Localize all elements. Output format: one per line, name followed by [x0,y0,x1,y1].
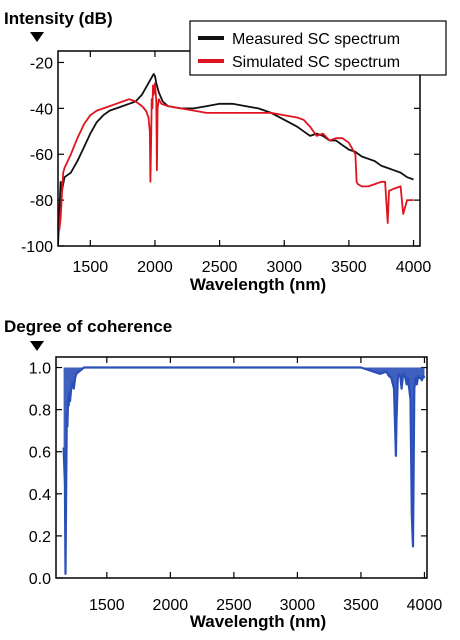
coherence-plot-frame [55,356,428,579]
coherence-chart-ticks: 0.0 0.2 0.4 0.6 0.8 1.0 1500 2000 2500 3000 3500 40… [29,357,443,614]
legend: Measured SC spectrum Simulated SC spectr… [189,20,447,76]
y-tick-label: -80 [30,193,53,210]
y-tick-label: -60 [30,147,53,164]
legend-label-simulated: Simulated SC spectrum [232,54,400,71]
y-tick-label: 0.2 [29,529,51,546]
coherence-plot-area [62,366,426,575]
y-tick-label: 0.0 [29,571,51,588]
intensity-plot-frame [57,50,421,247]
coherence-chart: Degree of coherence 0.0 0.2 0.4 0.6 0.8 1.0 15… [4,317,442,631]
intensity-chart-ticks: -100 -80 -60 -40 -20 1500 2000 2500 3000 3500 4000 [21,51,431,276]
coherence-line [62,366,426,575]
measured-sc-spectrum-line [58,72,414,246]
y-tick-label: 0.4 [29,487,51,504]
x-tick-label: 4000 [396,259,432,276]
y-axis-marker-icon [30,32,44,42]
coherence-chart-title: Degree of coherence [4,317,172,336]
x-tick-label: 3500 [331,259,367,276]
y-axis-marker-icon [30,341,44,351]
x-tick-label: 4000 [407,597,443,614]
x-tick-label: 2500 [202,259,238,276]
coherence-x-axis-label: Wavelength (nm) [190,612,326,631]
x-tick-label: 1500 [89,597,125,614]
y-tick-label: -20 [30,55,53,72]
simulated-sc-spectrum-line [58,82,414,231]
x-tick-label: 2000 [137,259,173,276]
x-tick-label: 3500 [343,597,379,614]
y-tick-label: -40 [30,101,53,118]
intensity-chart: Intensity (dB) -100 -80 -60 -40 -20 1500 2000 2… [4,9,447,294]
x-tick-label: 1500 [73,259,109,276]
intensity-chart-title: Intensity (dB) [4,9,113,28]
x-tick-label: 2000 [153,597,189,614]
y-tick-label: -100 [21,239,53,256]
intensity-x-axis-label: Wavelength (nm) [190,275,326,294]
coherence-area [63,367,425,574]
y-tick-label: 1.0 [29,361,51,378]
legend-box [189,20,447,76]
x-tick-label: 3000 [280,597,316,614]
x-tick-label: 3000 [266,259,302,276]
x-tick-label: 2500 [216,597,252,614]
y-tick-label: 0.8 [29,403,51,420]
intensity-plot-area [58,72,414,246]
y-tick-label: 0.6 [29,445,51,462]
legend-label-measured: Measured SC spectrum [232,31,400,48]
